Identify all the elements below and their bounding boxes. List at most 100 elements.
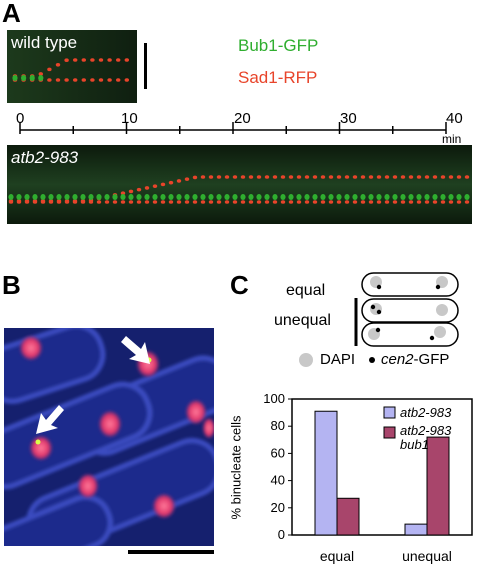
kymograph-red-dot bbox=[144, 186, 150, 190]
nucleus bbox=[153, 494, 175, 518]
kymograph-red-dot bbox=[232, 200, 238, 204]
kymograph-red-dot bbox=[144, 200, 150, 204]
micrograph-svg bbox=[4, 328, 214, 546]
kymograph-red-dot bbox=[440, 200, 446, 204]
kymograph-green-dot bbox=[216, 194, 222, 200]
kymograph-red-dot bbox=[456, 175, 462, 179]
wild-type-kymograph-image bbox=[7, 30, 137, 103]
nucleus bbox=[186, 400, 206, 424]
kymograph-red-dot bbox=[312, 175, 318, 179]
kymograph-red-dot bbox=[248, 175, 254, 179]
y-tick-label: 40 bbox=[271, 473, 285, 488]
kymograph-red-dot bbox=[368, 175, 374, 179]
cen2-suffix: -GFP bbox=[413, 351, 450, 368]
kymograph-red-dot bbox=[464, 175, 470, 179]
kymograph-red-dot bbox=[224, 200, 230, 204]
kymograph-green-dot bbox=[376, 194, 382, 200]
kymograph-green-dot bbox=[264, 194, 270, 200]
wild-type-scale-bar bbox=[144, 43, 147, 89]
kymograph-green-dot bbox=[8, 194, 14, 200]
kymograph-red-dot bbox=[280, 200, 286, 204]
kymograph-red-dot bbox=[424, 200, 430, 204]
kymograph-green-dot bbox=[48, 194, 54, 200]
kymograph-red-dot bbox=[176, 179, 182, 183]
kymograph-red-dot bbox=[304, 200, 310, 204]
kymograph-green-dot bbox=[456, 194, 462, 200]
kymograph-red-dot bbox=[416, 175, 422, 179]
kymograph-red-dot bbox=[464, 200, 470, 204]
kymograph-red-dot bbox=[104, 200, 110, 204]
kymograph-green-dot bbox=[120, 194, 126, 200]
kymograph-green-dot bbox=[29, 75, 35, 81]
kymograph-green-dot bbox=[400, 194, 406, 200]
kymograph-red-dot bbox=[124, 78, 129, 82]
kymograph-red-dot bbox=[424, 175, 430, 179]
kymograph-red-dot bbox=[304, 175, 310, 179]
kymograph-green-dot bbox=[192, 194, 198, 200]
wild-type-label: wild type bbox=[11, 33, 78, 52]
y-tick-label: 20 bbox=[271, 500, 285, 515]
dapi-label: DAPI bbox=[320, 351, 356, 368]
kymograph-red-dot bbox=[120, 200, 126, 204]
y-tick-label: 60 bbox=[271, 445, 285, 460]
kymograph-green-dot bbox=[128, 194, 134, 200]
kymograph-green-dot bbox=[312, 194, 318, 200]
kymograph-red-dot bbox=[116, 78, 121, 82]
kymograph-green-dot bbox=[240, 194, 246, 200]
kymograph-red-dot bbox=[256, 175, 262, 179]
kymograph-red-dot bbox=[208, 200, 214, 204]
kymograph-green-dot bbox=[96, 194, 102, 200]
kymograph-red-dot bbox=[416, 200, 422, 204]
legend-label: atb2-983 bbox=[400, 405, 452, 420]
cen2-italic: cen2 bbox=[381, 351, 414, 368]
legend-bub1-gfp: Bub1-GFP bbox=[238, 36, 319, 55]
time-tick-0: 0 bbox=[16, 110, 25, 127]
kymograph-green-dot bbox=[464, 194, 470, 200]
kymograph-green-dot bbox=[344, 194, 350, 200]
kymograph-green-dot bbox=[208, 194, 214, 200]
kymograph-green-dot bbox=[176, 194, 182, 200]
label-equal-diagram: equal bbox=[286, 282, 326, 299]
kymograph-red-dot bbox=[288, 200, 294, 204]
kymograph-red-dot bbox=[288, 175, 294, 179]
kymograph-red-dot bbox=[64, 78, 69, 82]
kymograph-red-dot bbox=[48, 200, 54, 204]
kymograph-green-dot bbox=[272, 194, 278, 200]
kymograph-red-dot bbox=[64, 58, 69, 63]
kymograph-red-dot bbox=[320, 175, 326, 179]
kymograph-red-dot bbox=[160, 200, 166, 204]
kymograph-green-dot bbox=[448, 194, 454, 200]
kymograph-red-dot bbox=[320, 200, 326, 204]
kymograph-red-dot bbox=[272, 200, 278, 204]
kymograph-red-dot bbox=[24, 200, 30, 204]
arrow-icon bbox=[121, 336, 150, 364]
kymograph-green-dot bbox=[352, 194, 358, 200]
dapi-symbol-icon bbox=[299, 353, 313, 367]
time-tick-30: 30 bbox=[340, 110, 357, 127]
micrograph-scale-bar bbox=[128, 550, 214, 554]
kymograph-green-dot bbox=[224, 194, 230, 200]
micrograph-image bbox=[4, 328, 214, 546]
kymograph-red-dot bbox=[400, 175, 406, 179]
kymograph-red-dot bbox=[280, 175, 286, 179]
binucleate-diagram bbox=[354, 272, 459, 347]
kymograph-red-dot bbox=[96, 200, 102, 204]
kymograph-red-dot bbox=[40, 200, 46, 204]
mutant-kymograph: atb2-983 bbox=[7, 145, 472, 224]
kymograph-red-dot bbox=[328, 200, 334, 204]
kymograph-green-dot bbox=[40, 194, 46, 200]
kymograph-green-dot bbox=[136, 194, 142, 200]
kymograph-red-dot bbox=[56, 200, 62, 204]
bar bbox=[404, 523, 428, 536]
kymograph-green-dot bbox=[64, 194, 70, 200]
kymograph-red-dot bbox=[448, 175, 454, 179]
kymograph-red-dot bbox=[192, 175, 198, 180]
kymograph-red-dot bbox=[384, 175, 390, 179]
kymograph-red-dot bbox=[216, 175, 222, 179]
kymograph-green-dot bbox=[21, 75, 27, 81]
kymograph-red-dot bbox=[432, 200, 438, 204]
kymograph-green-dot bbox=[336, 194, 342, 200]
x-tick-label: equal bbox=[320, 548, 354, 564]
cell-equal bbox=[361, 272, 459, 297]
kymograph-red-dot bbox=[152, 184, 158, 188]
